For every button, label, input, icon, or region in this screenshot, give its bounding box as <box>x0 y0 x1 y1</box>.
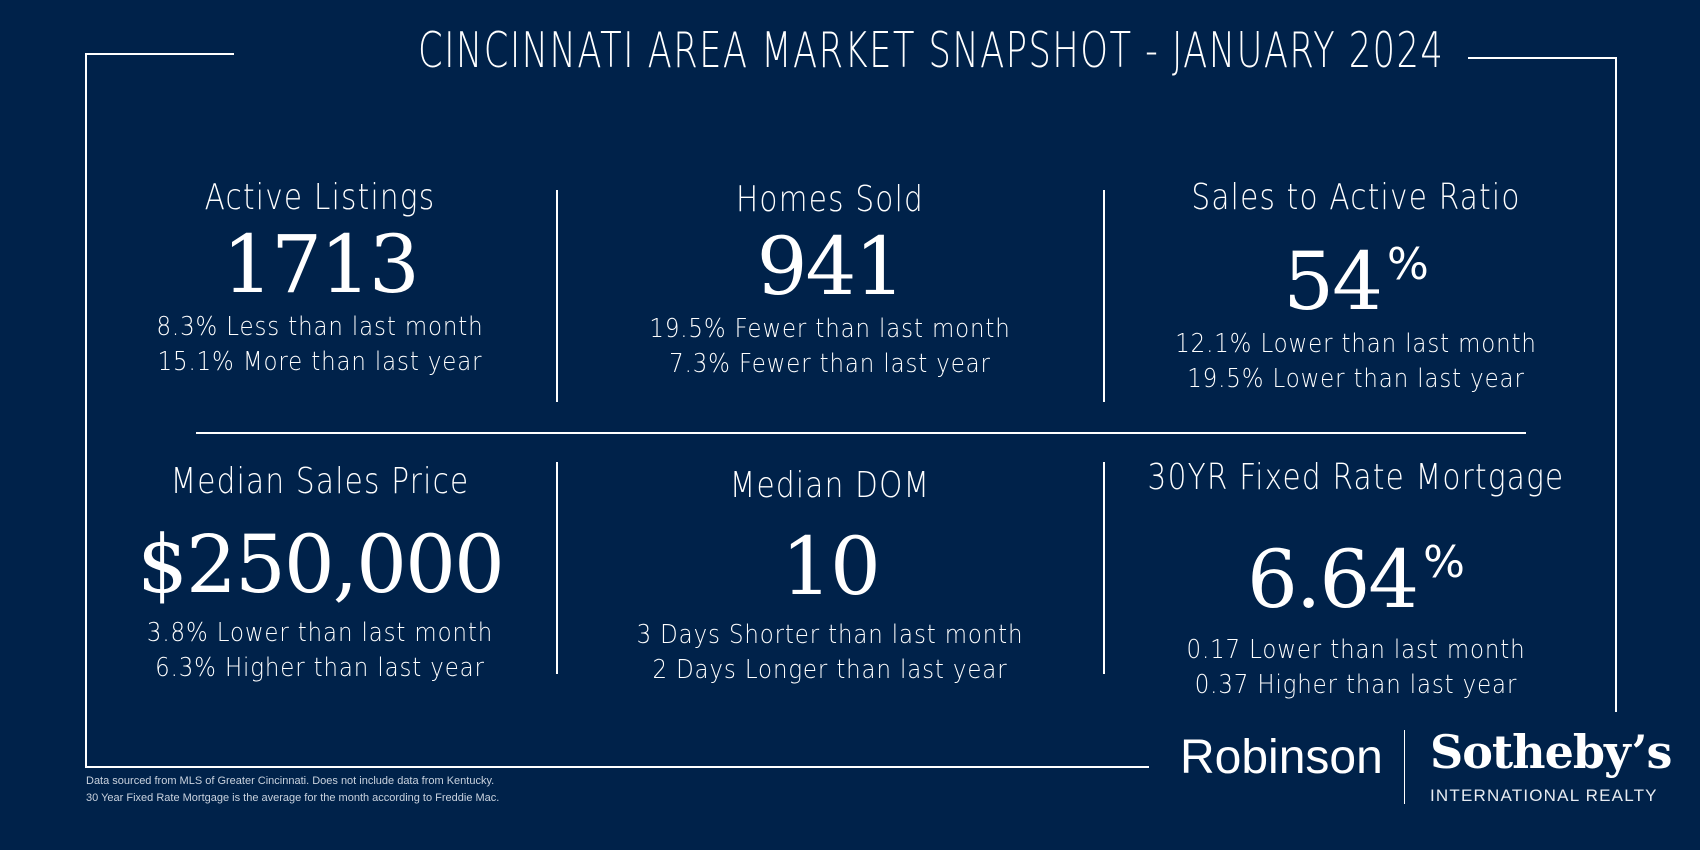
stat-median-sales-price: Median Sales Price $250,000 3.8% Lower t… <box>50 460 590 686</box>
stat-unit: % <box>1423 537 1465 588</box>
stat-note-month: 3 Days Shorter than last month <box>636 620 1024 650</box>
divider-vertical <box>1103 462 1105 674</box>
stat-note-year: 6.3% Higher than last year <box>155 653 485 683</box>
logo-robinson: Robinson <box>1180 731 1383 784</box>
frame-bottom <box>85 766 1149 768</box>
stat-label: Median DOM <box>729 465 931 506</box>
stat-note-month: 3.8% Lower than last month <box>146 618 494 648</box>
stat-sales-to-active-ratio: Sales to Active Ratio 54% 12.1% Lower th… <box>1086 176 1626 397</box>
stat-note-year: 2 Days Longer than last year <box>652 655 1008 685</box>
footnote: Data sourced from MLS of Greater Cincinn… <box>86 773 499 807</box>
footnote-line: Data sourced from MLS of Greater Cincinn… <box>86 775 495 787</box>
stat-unit: % <box>1386 239 1429 290</box>
logo-sothebys: Sotheby’s INTERNATIONAL REALTY <box>1430 725 1672 806</box>
stat-note-month: 19.5% Fewer than last month <box>649 314 1011 344</box>
stat-note-month: 0.17 Lower than last month <box>1186 635 1526 665</box>
stat-value: 6.64% <box>1247 533 1465 626</box>
stat-note-month: 12.1% Lower than last month <box>1175 329 1537 359</box>
frame-top-left <box>85 53 234 55</box>
stat-label: Median Sales Price <box>170 461 470 502</box>
stat-note-month: 8.3% Less than last month <box>156 312 484 342</box>
stat-note-year: 0.37 Higher than last year <box>1194 670 1518 700</box>
stat-note-year: 19.5% Lower than last year <box>1187 364 1525 394</box>
stat-label: Homes Sold <box>736 179 924 220</box>
divider-vertical <box>556 462 558 674</box>
stat-value: 54% <box>1283 235 1429 328</box>
stat-label: Sales to Active Ratio <box>1191 177 1521 218</box>
frame-left <box>85 53 87 768</box>
stat-label: Active Listings <box>204 177 436 218</box>
stat-value: 10 <box>781 520 881 613</box>
stat-median-dom: Median DOM 10 3 Days Shorter than last m… <box>560 464 1100 688</box>
stat-label: 30YR Fixed Rate Mortgage <box>1147 457 1565 498</box>
footnote-line: 30 Year Fixed Rate Mortgage is the avera… <box>86 792 500 804</box>
stat-active-listings: Active Listings 1713 8.3% Less than last… <box>50 176 590 380</box>
logo-separator <box>1404 730 1405 804</box>
stat-value: $250,000 <box>137 518 505 611</box>
stat-homes-sold: Homes Sold 941 19.5% Fewer than last mon… <box>560 178 1100 382</box>
stat-note-year: 15.1% More than last year <box>157 347 483 377</box>
divider-horizontal <box>196 432 1526 434</box>
frame-right <box>1615 57 1617 712</box>
divider-vertical <box>556 190 558 402</box>
stat-value: 1713 <box>222 218 420 311</box>
page-title: CINCINNATI AREA MARKET SNAPSHOT - JANUAR… <box>417 22 1445 79</box>
stat-30yr-fixed-rate-mortgage: 30YR Fixed Rate Mortgage 6.64% 0.17 Lowe… <box>1086 456 1626 703</box>
frame-top-right <box>1468 57 1616 59</box>
logo-subtitle: INTERNATIONAL REALTY <box>1430 786 1658 805</box>
stat-value: 941 <box>756 220 906 313</box>
divider-vertical <box>1103 190 1105 402</box>
stat-note-year: 7.3% Fewer than last year <box>669 349 991 379</box>
logo-brand: Sotheby’s <box>1430 725 1672 779</box>
